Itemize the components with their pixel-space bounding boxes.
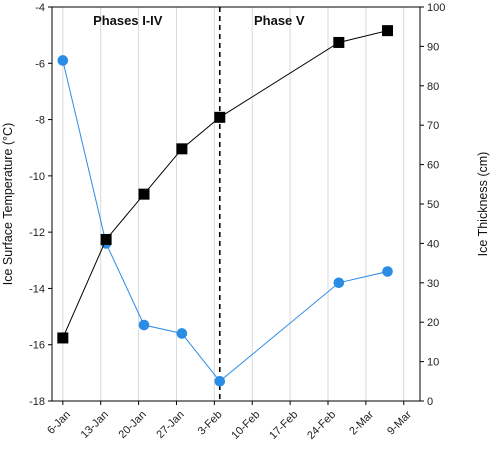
y-tick-label-right: 0 <box>427 396 433 408</box>
y-tick-label-left: -8 <box>35 115 45 127</box>
temperature-point <box>57 55 69 66</box>
y-tick-label-right: 40 <box>427 238 439 250</box>
y-axis-title-right: Ice Thickness (cm) <box>476 152 490 257</box>
temperature-point <box>176 328 188 339</box>
x-tick-label: 10-Feb <box>229 409 262 442</box>
thickness-point <box>138 188 150 200</box>
x-tick-label: 24-Feb <box>305 409 338 442</box>
y-tick-label-right: 60 <box>427 160 439 172</box>
temperature-point <box>138 319 150 331</box>
thickness-point <box>214 111 226 123</box>
y-tick-label-right: 100 <box>427 2 445 14</box>
y-tick-label-right: 20 <box>427 317 439 329</box>
phase-label-1: Phases I-IV <box>93 13 163 28</box>
thickness-point <box>382 25 394 37</box>
y-tick-label-left: -4 <box>35 2 45 14</box>
x-tick-label: 13-Jan <box>79 409 111 441</box>
x-tick-label: 17-Feb <box>267 409 300 442</box>
y-tick-label-left: -16 <box>29 340 45 352</box>
x-tick-label: 27-Jan <box>154 409 186 441</box>
y-tick-label-left: -6 <box>35 58 45 70</box>
temperature-point <box>214 376 226 387</box>
thickness-point <box>333 36 345 48</box>
x-tick-label: 20-Jan <box>117 409 149 441</box>
y-tick-label-left: -18 <box>29 396 45 408</box>
temperature-point <box>382 266 393 277</box>
x-tick-label: 2-Mar <box>347 408 376 437</box>
x-tick-label: 3-Feb <box>196 409 225 438</box>
y-tick-label-right: 30 <box>427 278 439 290</box>
y-tick-label-right: 80 <box>427 81 439 93</box>
x-tick-label: 6-Jan <box>45 409 73 437</box>
y-tick-label-left: -12 <box>29 227 45 239</box>
axes <box>48 6 424 405</box>
y-tick-label-left: -14 <box>29 283 45 295</box>
thickness-point <box>176 143 188 155</box>
temperature-point <box>333 277 345 289</box>
y-tick-label-right: 70 <box>427 120 439 132</box>
thickness-point <box>57 332 69 344</box>
y-axis-title-left: Ice Surface Temperature (°C) <box>1 123 15 285</box>
y-tick-label-left: -10 <box>29 171 45 183</box>
y-tick-label-right: 10 <box>427 357 439 369</box>
x-tick-label: 9-Mar <box>385 408 414 437</box>
y-tick-label-right: 90 <box>427 41 439 53</box>
series-layer <box>57 7 394 401</box>
y-tick-label-right: 50 <box>427 199 439 211</box>
phase-label-2: Phase V <box>254 13 305 28</box>
thickness-point <box>100 233 112 245</box>
plot-area <box>52 7 420 401</box>
